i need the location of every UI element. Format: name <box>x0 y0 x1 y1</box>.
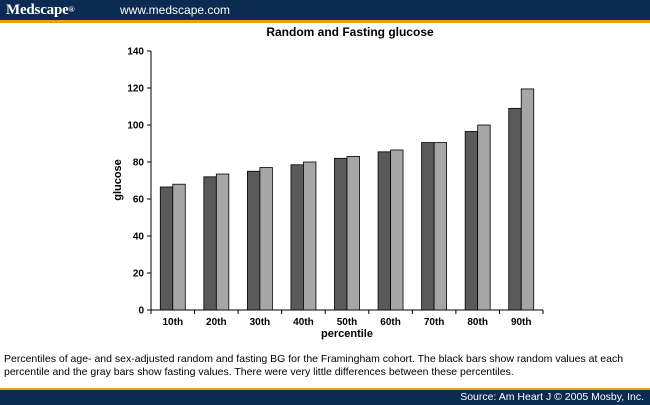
y-tick-label: 0 <box>138 306 144 317</box>
x-axis: 10th 20th 30th 40th 50th 60th 70th 80th 90th <box>150 309 544 328</box>
random-bar <box>421 142 435 311</box>
x-tick-label: 60th <box>380 317 401 328</box>
footer-bar: Source: Am Heart J © 2005 Mosby, Inc. <box>0 390 650 405</box>
site-url-link[interactable]: www.medscape.com <box>120 3 231 17</box>
chart-title: Random and Fasting glucose <box>266 25 434 39</box>
x-tick-label: 20th <box>206 317 227 328</box>
fasting-bar <box>259 167 273 311</box>
random-bar <box>246 170 261 311</box>
brand-name: Medscape <box>6 2 69 18</box>
y-tick-label: 120 <box>127 84 144 95</box>
fasting-bar <box>303 161 317 311</box>
source-credit: Source: Am Heart J © 2005 Mosby, Inc. <box>460 391 644 403</box>
random-bar <box>508 107 522 311</box>
header-accent-rule <box>0 20 650 23</box>
random-bar <box>290 164 304 311</box>
random-bar <box>334 157 348 311</box>
header-bar: Medscape® www.medscape.com <box>0 0 650 20</box>
x-tick-label: 30th <box>250 317 271 328</box>
random-bar <box>464 131 479 311</box>
random-bar <box>377 151 391 311</box>
footer-accent-rule <box>0 388 650 390</box>
fasting-bar <box>172 183 186 311</box>
fasting-bar <box>433 142 448 311</box>
x-tick-label: 40th <box>293 317 314 328</box>
bars-group <box>159 88 535 311</box>
y-tick-label: 20 <box>133 269 145 280</box>
figure-caption: Percentiles of age- and sex-adjusted ran… <box>4 353 624 378</box>
x-tick-label: 80th <box>467 317 488 328</box>
fasting-bar <box>477 124 491 311</box>
x-tick-label: 10th <box>162 317 183 328</box>
y-tick-label: 80 <box>133 158 145 169</box>
y-tick-label: 100 <box>127 121 144 132</box>
glucose-bar-chart: Random and Fasting glucose 0 20 40 60 80 100 1… <box>112 25 544 340</box>
y-tick-label: 40 <box>133 232 145 243</box>
registered-mark: ® <box>68 5 75 14</box>
y-tick-label: 60 <box>133 195 145 206</box>
x-axis-label: percentile <box>321 328 373 340</box>
random-bar <box>203 176 217 311</box>
fasting-bar <box>520 88 535 311</box>
fasting-bar <box>346 156 360 311</box>
fasting-bar <box>390 149 404 311</box>
y-axis-label: glucose <box>112 159 124 201</box>
x-tick-label: 70th <box>424 317 445 328</box>
y-tick-label: 140 <box>127 47 144 58</box>
random-bar <box>159 186 174 311</box>
x-tick-label: 90th <box>511 317 532 328</box>
y-axis: 0 20 40 60 80 100 120 140 <box>127 47 152 317</box>
fasting-bar <box>215 173 230 311</box>
medscape-logo[interactable]: Medscape® <box>6 1 75 19</box>
x-tick-label: 50th <box>337 317 358 328</box>
